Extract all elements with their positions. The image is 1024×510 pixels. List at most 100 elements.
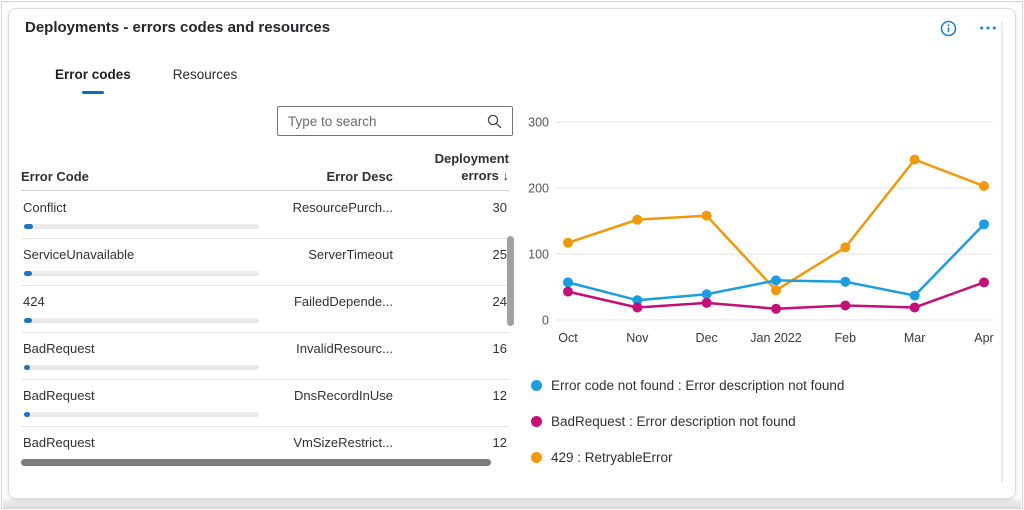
y-axis-tick-label: 200: [528, 182, 549, 196]
data-point[interactable]: [563, 286, 573, 297]
chart-legend: Error code not found : Error description…: [531, 367, 844, 475]
table-vertical-scrollbar[interactable]: [507, 236, 514, 326]
data-point[interactable]: [979, 181, 989, 192]
x-axis-tick-label: Feb: [835, 331, 857, 345]
table-header: Error Code Error Desc Deployment errors …: [21, 143, 509, 191]
legend-dot-icon: [531, 415, 542, 427]
card-title: Deployments - errors codes and resources: [25, 19, 331, 36]
error-code-cell: BadRequest: [21, 427, 269, 458]
card-header-actions: [939, 19, 997, 37]
data-point[interactable]: [771, 285, 781, 296]
tab-resources[interactable]: Resources: [171, 67, 240, 94]
search-input[interactable]: [278, 113, 486, 129]
data-point[interactable]: [563, 277, 573, 288]
data-point[interactable]: [909, 154, 920, 165]
column-header-deployment-errors-label: Deployment errors ↓: [434, 151, 510, 183]
deployment-errors-cell: 12: [492, 388, 507, 403]
row-progress-track: [24, 318, 259, 323]
legend-label: 429 : RetryableError: [551, 449, 673, 465]
legend-label: BadRequest : Error description not found: [551, 413, 796, 429]
row-progress-track: [24, 224, 259, 229]
deployments-card: Deployments - errors codes and resources…: [8, 8, 1016, 499]
tab-error-codes[interactable]: Error codes: [53, 67, 133, 94]
legend-item[interactable]: BadRequest : Error description not found: [531, 403, 844, 439]
table-row[interactable]: BadRequest VmSizeRestrict... 12: [21, 427, 509, 458]
error-code-cell: Conflict: [21, 192, 269, 238]
error-desc-cell: ResourcePurch...: [292, 200, 393, 215]
tab-bar: Error codes Resources: [53, 67, 239, 94]
legend-label: Error code not found : Error description…: [551, 377, 845, 393]
legend-dot-icon: [531, 379, 542, 391]
error-desc-cell: FailedDepende...: [293, 294, 393, 309]
data-point[interactable]: [701, 289, 712, 300]
data-point[interactable]: [771, 275, 781, 286]
data-point[interactable]: [979, 219, 989, 230]
x-axis-tick-label: Apr: [974, 331, 993, 345]
row-progress-fill: [24, 271, 32, 276]
x-axis-tick-label: Nov: [626, 331, 649, 345]
x-axis-tick-label: Oct: [558, 331, 578, 345]
panel-scrollbar-track: [1001, 21, 1003, 483]
data-point[interactable]: [632, 302, 643, 313]
data-point[interactable]: [632, 295, 643, 306]
deployment-errors-cell: 16: [492, 341, 507, 356]
data-point[interactable]: [563, 237, 573, 248]
legend-dot-icon: [531, 451, 542, 463]
table-row[interactable]: ServiceUnavailable ServerTimeout 25: [21, 239, 509, 286]
x-axis-tick-label: Mar: [904, 331, 926, 345]
row-progress-track: [24, 412, 259, 417]
data-point[interactable]: [840, 300, 851, 311]
table-body: Conflict ResourcePurch... 30 ServiceUnavail…: [21, 192, 509, 458]
data-point[interactable]: [771, 303, 781, 314]
legend-item[interactable]: Error code not found : Error description…: [531, 367, 844, 403]
row-progress-fill: [24, 365, 31, 370]
error-desc-cell: ServerTimeout: [308, 247, 393, 262]
tab-error-codes-label: Error codes: [55, 67, 131, 82]
column-header-error-code[interactable]: Error Code: [21, 143, 269, 190]
deployment-errors-cell: 25: [492, 247, 507, 262]
y-axis-tick-label: 100: [528, 248, 549, 262]
data-point[interactable]: [840, 276, 851, 287]
column-header-error-desc-label: Error Desc: [326, 169, 393, 184]
data-point[interactable]: [909, 290, 920, 301]
error-code-cell: 424: [21, 286, 269, 332]
row-progress-track: [24, 365, 259, 370]
data-point[interactable]: [909, 302, 920, 313]
row-progress-track: [24, 271, 259, 276]
data-point[interactable]: [632, 214, 643, 225]
line-chart: 0 100 200 300 Oct Nov Dec Jan 2022 Feb Mar Apr: [528, 116, 994, 346]
active-tab-underline: [81, 91, 104, 94]
info-icon[interactable]: [939, 19, 957, 37]
legend-item[interactable]: 429 : RetryableError: [531, 439, 844, 475]
search-box: [277, 106, 513, 136]
x-axis-tick-label: Dec: [696, 331, 718, 345]
y-axis-tick-label: 300: [528, 116, 549, 130]
y-axis-tick-label: 0: [542, 314, 549, 328]
error-code-cell: BadRequest: [21, 380, 269, 426]
deployment-errors-cell: 12: [492, 435, 507, 450]
data-point[interactable]: [701, 210, 712, 221]
row-progress-fill: [24, 318, 32, 323]
error-code-cell: BadRequest: [21, 333, 269, 379]
series-line: [566, 158, 986, 292]
table-horizontal-scrollbar[interactable]: [21, 459, 491, 466]
more-options-icon[interactable]: [979, 19, 997, 37]
error-code-cell: ServiceUnavailable: [21, 239, 269, 285]
column-header-error-desc[interactable]: Error Desc: [269, 143, 393, 190]
error-desc-cell: DnsRecordInUse: [294, 388, 393, 403]
table-row[interactable]: 424 FailedDepende... 24: [21, 286, 509, 333]
deployment-errors-cell: 24: [492, 294, 507, 309]
data-point[interactable]: [701, 297, 712, 308]
row-progress-fill: [24, 412, 30, 417]
tab-resources-label: Resources: [172, 67, 238, 82]
data-point[interactable]: [840, 242, 851, 253]
deployment-errors-cell: 30: [492, 200, 507, 215]
data-point[interactable]: [979, 277, 989, 288]
table-row[interactable]: BadRequest InvalidResourc... 16: [21, 333, 509, 380]
table-row[interactable]: BadRequest DnsRecordInUse 12: [21, 380, 509, 427]
sort-descending-icon: ↓: [502, 168, 510, 183]
error-desc-cell: VmSizeRestrict...: [293, 435, 393, 450]
page-bottom-strip: [3, 499, 1021, 508]
table-row[interactable]: Conflict ResourcePurch... 30: [21, 192, 509, 239]
column-header-deployment-errors[interactable]: Deployment errors ↓: [393, 143, 509, 190]
